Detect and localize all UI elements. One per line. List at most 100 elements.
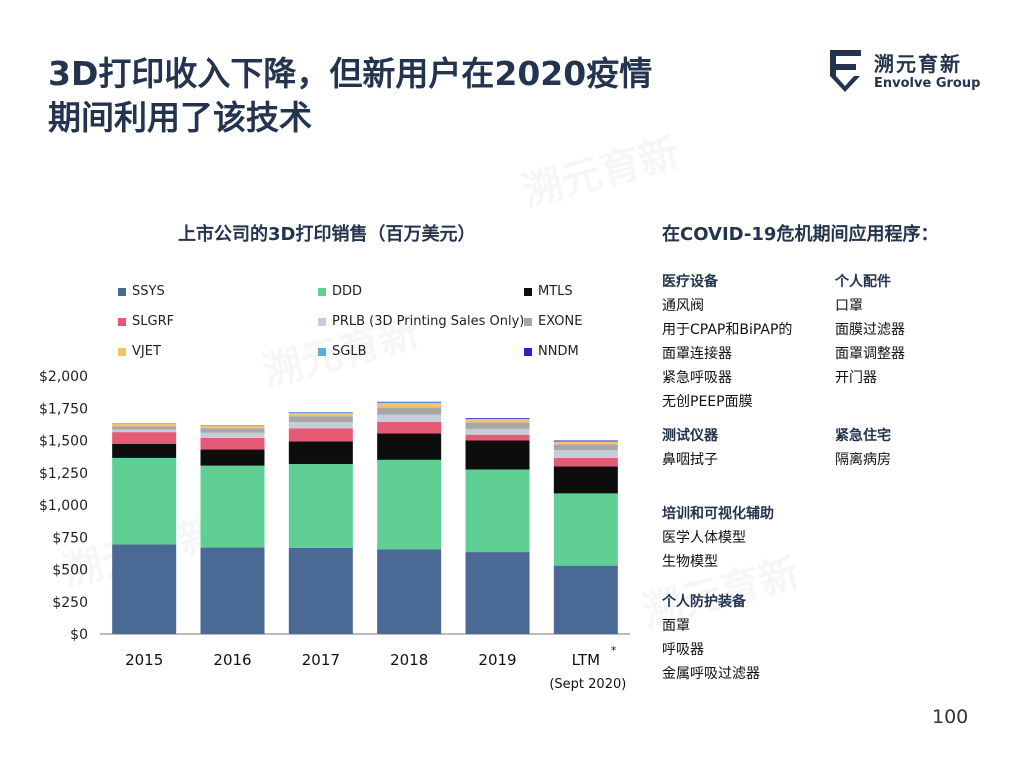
bar-segment — [465, 469, 530, 553]
bar-segment — [377, 433, 442, 460]
legend-label: EXONE — [538, 314, 583, 329]
bar-segment — [200, 425, 265, 429]
section-emergency-housing: 紧急住宅 隔离病房 — [835, 424, 1005, 472]
legend-swatch — [524, 287, 532, 296]
legend-swatch — [118, 287, 126, 296]
bar-segment — [553, 444, 618, 451]
title-line-2: 期间利用了该技术 — [48, 98, 312, 137]
legend-swatch — [318, 287, 326, 296]
stacked-bar-chart: $0 $250 $500 $750 $1,000 $1,250 $1,500 $1,750 $2… — [39, 369, 630, 692]
page-title: 3D打印收入下降，但新用户在2020疫情 期间利用了该技术 — [48, 52, 808, 140]
bar-segment — [200, 437, 265, 450]
bar-segment — [288, 416, 353, 423]
y-tick-label: $1,250 — [39, 466, 88, 482]
section-personal-accessories: 个人配件 口罩 面膜过滤器 面罩调整器 开门器 — [835, 270, 1005, 390]
bar-segment — [377, 407, 442, 415]
bar-segment — [200, 465, 265, 548]
bar-segment — [112, 544, 177, 634]
legend-label: DDD — [332, 284, 363, 299]
list-item: 无创PEEP面膜 — [662, 394, 753, 410]
logo-name-en: Envolve Group — [874, 76, 981, 91]
list-item: 面罩调整器 — [835, 346, 905, 362]
x-tick-label: LTM — [572, 651, 600, 669]
section-heading: 测试仪器 — [662, 428, 718, 444]
y-tick-label: $1,000 — [39, 498, 88, 514]
logo-mark-icon — [829, 50, 861, 92]
legend-label: SSYS — [132, 284, 165, 299]
list-item: 隔离病房 — [835, 452, 891, 468]
list-item: 紧急呼吸器 — [662, 370, 732, 386]
y-tick-label: $750 — [52, 530, 88, 546]
bar-segment — [200, 425, 265, 426]
page-number: 100 — [932, 706, 969, 728]
bar-segment — [112, 443, 177, 458]
section-testing-instruments: 测试仪器 鼻咽拭子 — [662, 424, 832, 472]
list-item: 鼻咽拭子 — [662, 452, 718, 468]
section-medical-devices: 医疗设备 通风阀 用于CPAP和BiPAP的 面罩连接器 紧急呼吸器 无创PEE… — [662, 270, 832, 414]
list-item: 呼吸器 — [662, 642, 704, 658]
legend-swatch — [524, 347, 532, 356]
x-tick-label: 2017 — [302, 651, 340, 669]
company-logo: 溯元育新 Envolve Group — [826, 44, 986, 96]
bar-segment — [112, 426, 177, 430]
bar-segment — [112, 423, 177, 424]
bar-segment — [553, 450, 618, 458]
y-tick-label: $2,000 — [39, 369, 88, 385]
list-item: 金属呼吸过滤器 — [662, 666, 760, 682]
legend-label: NNDM — [538, 344, 579, 359]
x-tick-label: 2018 — [390, 651, 428, 669]
section-heading: 个人配件 — [835, 274, 891, 290]
legend-label: SGLB — [332, 344, 367, 359]
bar-segment — [288, 463, 353, 548]
y-tick-label: $1,750 — [39, 401, 88, 417]
legend-item: VJET — [118, 344, 161, 359]
legend-swatch — [118, 347, 126, 356]
x-tick-label: 2015 — [125, 651, 163, 669]
bar-segment — [377, 421, 442, 434]
bar-segment — [288, 547, 353, 634]
y-tick-label: $250 — [52, 595, 88, 611]
bar-segment — [465, 422, 530, 429]
bar-segment — [465, 418, 530, 419]
list-item: 口罩 — [835, 298, 863, 314]
bar-segment — [377, 459, 442, 550]
logo-name-cn: 溯元育新 — [874, 52, 962, 76]
bar-segment — [112, 429, 177, 433]
bar-segment — [465, 552, 530, 634]
legend-item: SGLB — [318, 344, 367, 359]
legend-item: MTLS — [524, 284, 573, 299]
legend-item: DDD — [318, 284, 362, 299]
bar-segment — [553, 493, 618, 566]
footnote-mark: * — [611, 644, 617, 657]
bar-segment — [112, 423, 177, 427]
bar-segment — [553, 466, 618, 494]
section-training-visualization: 培训和可视化辅助 医学人体模型 生物模型 — [662, 502, 832, 574]
legend-swatch — [524, 317, 532, 326]
bar-segment — [465, 440, 530, 470]
bar-segment — [377, 549, 442, 634]
bar-segment — [200, 547, 265, 634]
bar-segment — [377, 401, 442, 403]
bar-segment — [112, 432, 177, 444]
bar-segment — [288, 422, 353, 429]
legend-swatch — [318, 347, 326, 356]
bar-segment — [200, 449, 265, 466]
section-heading: 培训和可视化辅助 — [662, 506, 774, 522]
bar-segment — [288, 413, 353, 417]
legend-label: MTLS — [538, 284, 573, 299]
bar-segment — [553, 457, 618, 467]
bar-segment — [200, 428, 265, 433]
bar-segment — [377, 403, 442, 408]
legend-item: SLGRF — [118, 314, 174, 329]
list-item: 医学人体模型 — [662, 530, 746, 546]
bar-segment — [288, 412, 353, 414]
bar-segment — [553, 440, 618, 442]
bar-segment — [465, 428, 530, 435]
legend-label: VJET — [132, 344, 161, 359]
legend-item: PRLB (3D Printing Sales Only) — [318, 314, 524, 329]
list-item: 用于CPAP和BiPAP的 — [662, 322, 793, 338]
y-tick-label: $0 — [70, 627, 88, 643]
y-tick-label: $500 — [52, 563, 88, 579]
legend-item: EXONE — [524, 314, 582, 329]
legend-item: SSYS — [118, 284, 165, 299]
